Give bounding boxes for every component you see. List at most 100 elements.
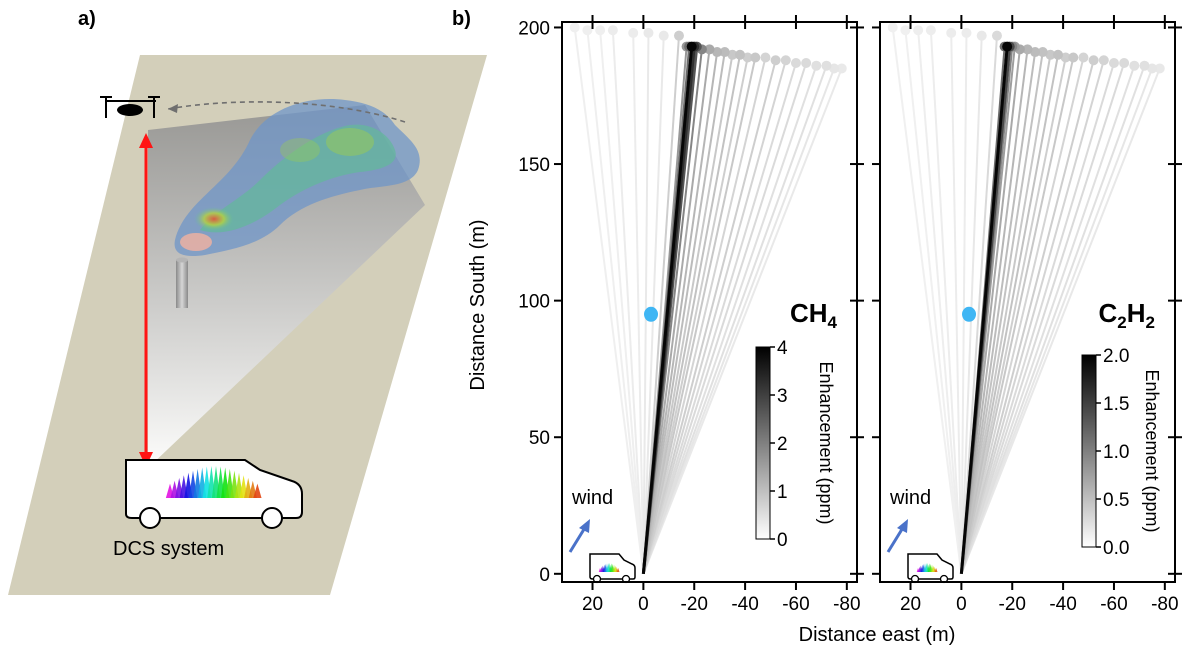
beam-line <box>641 46 694 574</box>
retroreflector-marker <box>607 25 618 36</box>
retroreflector-marker <box>811 60 822 71</box>
retroreflector-marker <box>673 30 684 41</box>
ch4-beams <box>569 22 847 575</box>
beam-line <box>642 54 734 574</box>
retroreflector-marker <box>961 27 972 38</box>
beam-line <box>642 51 726 574</box>
retroreflector-marker <box>821 60 832 71</box>
beam-line <box>642 35 680 574</box>
colorbar-gradient <box>1081 354 1097 548</box>
ch4-colorbar: 4 3 2 1 0 Enhancement (ppm) <box>755 338 836 551</box>
beam-line <box>642 51 719 574</box>
beam-line <box>960 32 968 574</box>
beam-line <box>642 49 711 574</box>
beam-line <box>960 62 1115 575</box>
x-tick-label: 20 <box>582 594 603 615</box>
beam-line <box>960 51 1044 574</box>
van-icon <box>907 553 954 584</box>
colorbar-tick-label: 0.5 <box>1103 490 1129 511</box>
beam-line <box>960 59 1095 575</box>
drone-icon <box>100 96 160 118</box>
retroreflector-marker <box>582 25 593 36</box>
retroreflector-marker <box>836 63 847 74</box>
y-tick-label: 200 <box>518 18 550 39</box>
x-tick-label: -40 <box>731 594 758 615</box>
beam-line <box>960 62 1126 575</box>
x-tick-label: -40 <box>1049 594 1076 615</box>
beam-line <box>642 54 742 574</box>
y-axis-title: Distance South (m) <box>467 219 489 390</box>
retroreflector-marker <box>925 25 936 36</box>
retroreflector-marker <box>1060 52 1071 63</box>
flight-path <box>167 101 406 123</box>
retroreflector-marker <box>595 25 606 36</box>
comb-tooth <box>616 567 620 572</box>
beam-line <box>960 51 1037 574</box>
colorbar-title: Enhancement (ppm) <box>816 361 836 524</box>
colorbar-tick-label: 2.0 <box>1103 346 1129 367</box>
wind-label: wind <box>889 487 931 509</box>
panel-a-label: a) <box>78 8 96 30</box>
beam-line <box>960 35 998 574</box>
beam-line <box>642 62 808 575</box>
beam-line <box>960 54 1060 574</box>
van <box>125 459 303 529</box>
wind-arrow-icon <box>568 525 588 553</box>
retroreflector-marker <box>1045 49 1056 60</box>
x-tick-label: -20 <box>681 594 708 615</box>
reference-point-marker <box>962 306 977 322</box>
ch4-overlays: wind <box>568 306 659 584</box>
retroreflector-marker <box>801 57 812 68</box>
beam-line <box>917 30 963 574</box>
retroreflector-marker <box>1078 52 1089 63</box>
beam-line <box>632 32 645 574</box>
retroreflector-marker <box>643 27 654 38</box>
panel-b: b) Distance South (m) Distance east (m) … <box>452 8 1182 646</box>
retroreflector-marker <box>735 49 746 60</box>
colorbar-tick-label: 4 <box>777 338 788 359</box>
x-tick-label: -80 <box>1151 594 1178 615</box>
colorbar-tick-label: 1.5 <box>1103 394 1129 415</box>
retroreflector-marker <box>1139 60 1150 71</box>
retroreflector-marker <box>1088 55 1099 66</box>
retroreflector-marker <box>946 27 957 38</box>
colorbar-gradient <box>755 346 771 540</box>
retroreflector-marker <box>1002 41 1013 52</box>
beam-line <box>960 65 1146 575</box>
retroreflector-marker <box>780 55 791 66</box>
retroreflector-marker <box>913 25 924 36</box>
colorbar-tick-label: 0.0 <box>1103 538 1129 559</box>
frequency-comb-icon <box>165 466 262 498</box>
ch4-gas-label: CH4 <box>790 298 838 332</box>
beam-line <box>586 30 645 574</box>
retroreflector-marker <box>1098 55 1109 66</box>
wind-arrowhead <box>579 519 590 533</box>
panel-b-label: b) <box>452 8 471 30</box>
beam-line <box>573 27 645 574</box>
panel-a: a) <box>8 8 487 595</box>
van-icon <box>589 553 636 584</box>
beam-line <box>959 46 1009 574</box>
beam-line <box>960 57 1075 575</box>
colorbar-tick-label: 1.0 <box>1103 442 1129 463</box>
beam-line <box>960 49 1029 574</box>
colorbar-tick-label: 1 <box>777 482 788 503</box>
beam-line <box>960 59 1105 575</box>
beam-line <box>642 65 818 575</box>
c2h2-gas-label: C2H2 <box>1099 298 1156 332</box>
retroreflector-marker <box>1108 57 1119 68</box>
beam-line <box>929 30 963 574</box>
y-tick-label: 150 <box>518 155 550 176</box>
c2h2-plot-frame <box>879 21 1176 583</box>
x-tick-label: 0 <box>956 594 967 615</box>
beam-line <box>642 68 843 575</box>
x-tick-label: 20 <box>900 594 921 615</box>
beam-line <box>611 30 645 574</box>
beam-line <box>960 68 1154 575</box>
retroreflector-marker <box>742 52 753 63</box>
c2h2-axis-ticks: 20 0 -20 -40 -60 -80 <box>872 15 1182 615</box>
retroreflector-marker <box>1068 52 1079 63</box>
retroreflector-marker <box>704 44 715 55</box>
